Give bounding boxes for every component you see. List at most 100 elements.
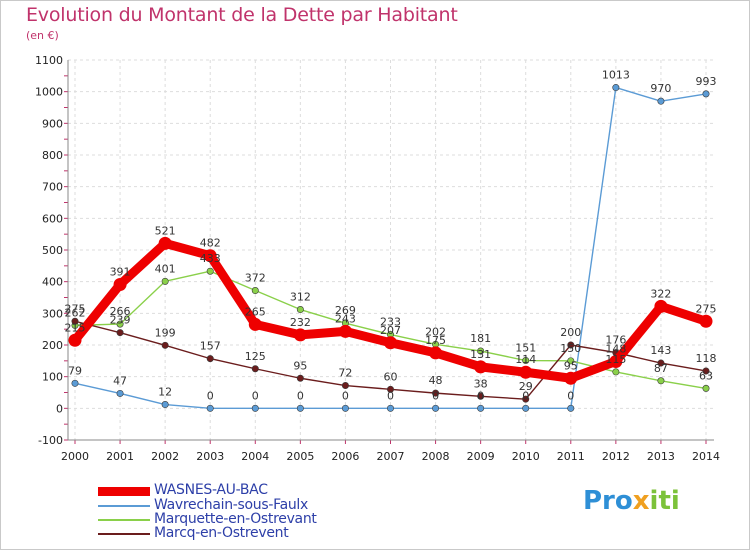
data-label-wasnes-au-bac: 482	[200, 237, 221, 250]
data-label-wasnes-au-bac: 275	[696, 302, 717, 315]
series-point-wasnes-au-bac	[293, 328, 307, 342]
series-point-marcq-en-ostrevent	[161, 341, 169, 349]
series-point-wavrechain-sous-faulx	[522, 404, 530, 412]
data-label-wavrechain-sous-faulx: 79	[68, 364, 82, 377]
data-label-wasnes-au-bac: 114	[515, 353, 536, 366]
x-tick-label: 2012	[602, 450, 630, 463]
logo-part-1: Pro	[583, 486, 633, 516]
series-point-wavrechain-sous-faulx	[161, 401, 169, 409]
data-label-wavrechain-sous-faulx: 0	[567, 389, 574, 402]
series-point-wavrechain-sous-faulx	[341, 404, 349, 412]
series-point-marquette-en-ostrevant	[702, 384, 710, 392]
logo-part-3: iti	[649, 486, 680, 516]
data-label-wavrechain-sous-faulx: 1013	[602, 69, 630, 82]
series-point-wasnes-au-bac	[248, 317, 262, 331]
data-label-marquette-en-ostrevant: 269	[335, 304, 356, 317]
data-label-marquette-en-ostrevant: 312	[290, 291, 311, 304]
data-label-wasnes-au-bac: 232	[290, 316, 311, 329]
series-point-wasnes-au-bac	[564, 371, 578, 385]
data-label-wavrechain-sous-faulx: 0	[387, 389, 394, 402]
series-point-marcq-en-ostrevent	[206, 355, 214, 363]
data-label-wasnes-au-bac: 148	[605, 342, 626, 355]
series-point-marcq-en-ostrevent	[657, 359, 665, 367]
legend-swatch-marcq-en-ostrevent	[98, 533, 150, 535]
data-label-marcq-en-ostrevent: 199	[155, 326, 176, 339]
data-label-marquette-en-ostrevant: 433	[200, 252, 221, 265]
y-tick-label: 600	[42, 212, 63, 225]
y-tick-label: 300	[42, 307, 63, 320]
series-point-wasnes-au-bac	[609, 354, 623, 368]
data-label-wavrechain-sous-faulx: 0	[252, 389, 259, 402]
series-point-wavrechain-sous-faulx	[296, 404, 304, 412]
series-point-marquette-en-ostrevant	[477, 347, 485, 355]
data-label-wasnes-au-bac: 207	[380, 324, 401, 337]
x-tick-label: 2000	[61, 450, 89, 463]
series-point-wasnes-au-bac	[429, 346, 443, 360]
series-point-wasnes-au-bac	[68, 333, 82, 347]
data-label-marcq-en-ostrevent: 157	[200, 340, 221, 353]
data-label-wavrechain-sous-faulx: 0	[207, 389, 214, 402]
data-label-wasnes-au-bac: 265	[245, 305, 266, 318]
legend-swatch-marquette-en-ostrevant	[98, 519, 150, 521]
data-label-wavrechain-sous-faulx: 0	[297, 389, 304, 402]
series-point-wasnes-au-bac	[384, 336, 397, 350]
x-tick-label: 2011	[557, 450, 585, 463]
logo-part-2: x	[632, 486, 650, 516]
data-label-marquette-en-ostrevant: 401	[155, 262, 176, 275]
series-point-wavrechain-sous-faulx	[206, 404, 214, 412]
x-tick-label: 2001	[106, 450, 134, 463]
data-label-wavrechain-sous-faulx: 0	[522, 389, 529, 402]
series-point-marcq-en-ostrevent	[477, 392, 485, 400]
series-point-marquette-en-ostrevant	[251, 287, 259, 295]
series-point-wavrechain-sous-faulx	[251, 404, 259, 412]
series-point-wasnes-au-bac	[158, 236, 172, 250]
data-label-wasnes-au-bac: 322	[650, 287, 671, 300]
data-label-wasnes-au-bac: 243	[335, 312, 356, 325]
series-point-marquette-en-ostrevant	[116, 320, 124, 328]
data-label-wavrechain-sous-faulx: 12	[158, 386, 172, 399]
y-tick-label: 900	[42, 117, 63, 130]
data-label-marquette-en-ostrevant: 87	[654, 362, 668, 375]
series-point-wasnes-au-bac	[338, 324, 352, 338]
series-point-marquette-en-ostrevant	[657, 377, 665, 385]
series-point-wavrechain-sous-faulx	[116, 389, 124, 397]
x-tick-label: 2008	[422, 450, 450, 463]
proxiti-logo: Proxiti	[583, 486, 680, 516]
data-label-wasnes-au-bac: 215	[65, 321, 86, 334]
chart-subtitle: (en €)	[26, 29, 59, 42]
series-point-marquette-en-ostrevant	[522, 357, 530, 365]
series-point-marquette-en-ostrevant	[296, 306, 304, 314]
data-label-marquette-en-ostrevant: 150	[560, 342, 581, 355]
x-tick-label: 2005	[286, 450, 314, 463]
data-label-wavrechain-sous-faulx: 0	[342, 389, 349, 402]
series-point-marquette-en-ostrevant	[206, 267, 214, 275]
data-label-wavrechain-sous-faulx: 0	[432, 389, 439, 402]
series-point-marquette-en-ostrevant	[567, 357, 575, 365]
y-tick-label: 1100	[35, 54, 63, 67]
legend-label-wasnes-au-bac: WASNES-AU-BAC	[154, 482, 268, 498]
x-tick-label: 2006	[331, 450, 359, 463]
series-point-wavrechain-sous-faulx	[477, 404, 485, 412]
data-label-marcq-en-ostrevent: 48	[429, 374, 443, 387]
data-label-wasnes-au-bac: 391	[110, 266, 131, 279]
data-label-marquette-en-ostrevant: 151	[515, 342, 536, 355]
data-label-marcq-en-ostrevent: 38	[474, 377, 488, 390]
data-label-wasnes-au-bac: 521	[155, 224, 176, 237]
data-label-marcq-en-ostrevent: 125	[245, 350, 266, 363]
data-label-wasnes-au-bac: 95	[564, 359, 578, 372]
legend-label-marquette-en-ostrevant: Marquette-en-Ostrevant	[154, 511, 317, 527]
data-label-marquette-en-ostrevant: 372	[245, 272, 266, 285]
series-point-wavrechain-sous-faulx	[71, 379, 79, 387]
series-point-marcq-en-ostrevent	[386, 385, 394, 393]
series-point-marcq-en-ostrevent	[116, 329, 124, 337]
series-point-wasnes-au-bac	[474, 360, 488, 374]
data-label-marcq-en-ostrevent: 29	[519, 380, 533, 393]
data-label-wavrechain-sous-faulx: 0	[477, 389, 484, 402]
series-point-marcq-en-ostrevent	[567, 341, 575, 349]
series-point-marquette-en-ostrevant	[161, 277, 169, 285]
data-label-marquette-en-ostrevant: 63	[699, 369, 713, 382]
legend-swatch-wavrechain-sous-faulx	[98, 505, 150, 507]
y-tick-label: -100	[38, 434, 63, 447]
series-point-wasnes-au-bac	[113, 278, 127, 292]
